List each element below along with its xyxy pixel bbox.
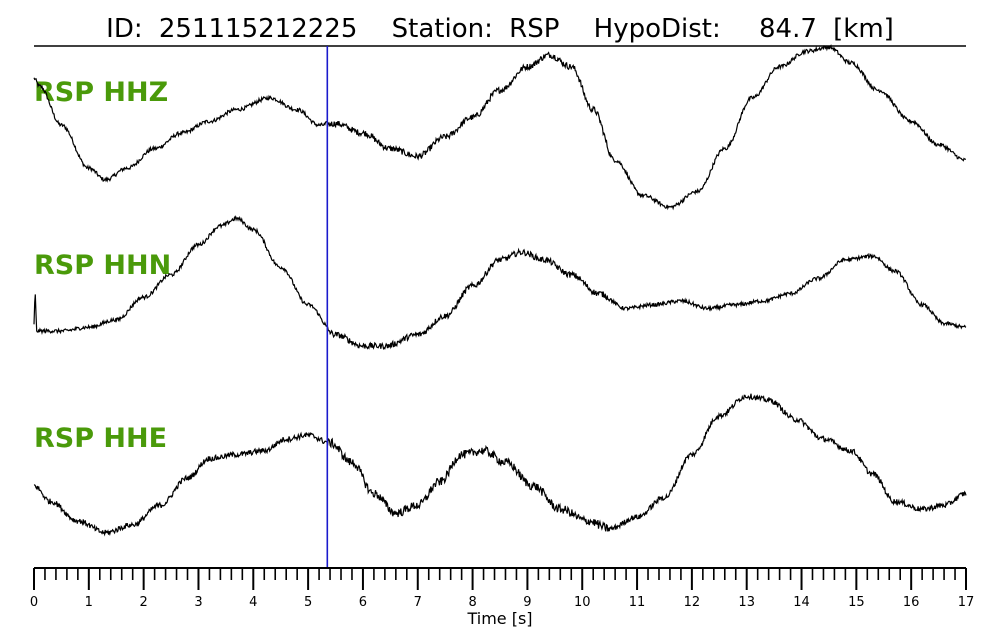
- x-axis-label: Time [s]: [466, 609, 532, 628]
- x-tick-label: 3: [194, 595, 202, 610]
- x-tick-label: 9: [523, 595, 531, 610]
- x-tick-label: 5: [304, 595, 312, 610]
- hypodist-label: HypoDist:: [594, 14, 721, 44]
- x-tick-label: 12: [684, 595, 701, 610]
- event-id: 251115212225: [159, 14, 358, 44]
- x-tick-label: 15: [848, 595, 865, 610]
- hypodist-unit: [km]: [833, 14, 894, 44]
- id-label: ID:: [106, 14, 142, 44]
- x-tick-label: 1: [85, 595, 93, 610]
- hypodist-value: 84.7: [759, 14, 817, 44]
- channel-label-hhe: RSP HHE: [34, 423, 167, 454]
- trace-rsp-hhz: [33, 44, 966, 211]
- x-tick-label: 7: [414, 595, 422, 610]
- x-tick-label: 2: [140, 595, 148, 610]
- figure-title: ID: 251115212225 Station: RSP HypoDist: …: [106, 14, 894, 44]
- x-tick-label: 6: [359, 595, 367, 610]
- channel-label-hhz: RSP HHZ: [34, 77, 168, 108]
- x-tick-label: 0: [30, 595, 38, 610]
- x-tick-label: 8: [468, 595, 476, 610]
- x-tick-label: 4: [249, 595, 257, 610]
- x-tick-label: 14: [793, 595, 810, 610]
- channel-label-hhn: RSP HHN: [34, 250, 171, 281]
- station-code: RSP: [509, 14, 559, 44]
- x-tick-label: 13: [738, 595, 755, 610]
- trace-rsp-hhn: [33, 215, 967, 351]
- station-label: Station:: [392, 14, 493, 44]
- trace-rsp-hhe: [33, 393, 967, 537]
- x-tick-label: 10: [574, 595, 591, 610]
- time-axis: 0 1 2 3 4 5 6 7 8 9 10 11 12 13 14 15 16 17: [30, 567, 975, 610]
- x-tick-label: 17: [958, 595, 975, 610]
- waveform-traces: [33, 44, 967, 537]
- x-tick-label: 11: [629, 595, 646, 610]
- x-tick-label: 16: [903, 595, 920, 610]
